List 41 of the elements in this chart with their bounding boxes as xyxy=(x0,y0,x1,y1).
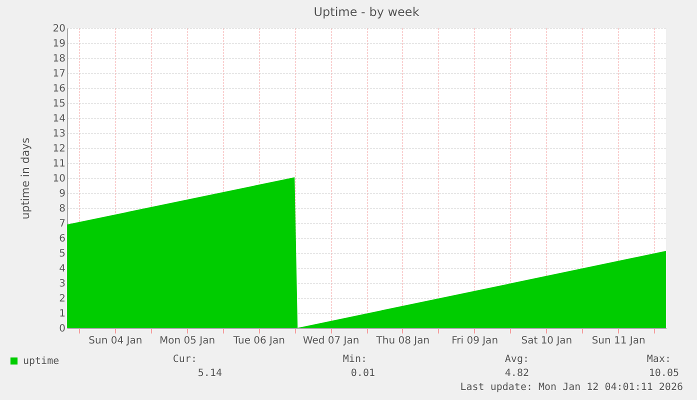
y-tick-label: 18 xyxy=(52,54,66,64)
y-tick-label: 20 xyxy=(52,24,66,34)
y-tick-label: 16 xyxy=(52,84,66,94)
text: 5.14 xyxy=(198,368,222,379)
y-tick-label: 12 xyxy=(52,144,66,154)
y-tick-label: 5 xyxy=(59,248,66,260)
y-tick-label: 1 xyxy=(59,308,66,320)
y-tick-label: 2 xyxy=(59,294,66,304)
y-axis-title: uptime in days xyxy=(18,137,32,220)
y-tick-label: 8 xyxy=(59,204,66,214)
y-tick-label: 11 xyxy=(52,158,66,170)
x-tick-label: Fri 09 Jan xyxy=(452,336,498,346)
x-tick-label: Wed 07 Jan xyxy=(302,336,360,346)
y-tick-label: 6 xyxy=(59,234,66,244)
y-tick-label: 10 xyxy=(52,174,66,184)
y-tick-label: 17 xyxy=(52,68,66,80)
text: Max: xyxy=(646,354,671,365)
x-tick-label: Sun 11 Jan xyxy=(592,336,646,346)
x-tick-label: Tue 06 Jan xyxy=(232,336,285,346)
text: Cur: xyxy=(172,354,197,365)
y-tick-label: 14 xyxy=(52,114,66,124)
x-tick-label: Sat 10 Jan xyxy=(521,336,572,346)
x-tick-label: Sun 04 Jan xyxy=(88,336,142,346)
text: Last update: Mon Jan 12 04:01:11 2026 xyxy=(460,382,683,393)
y-tick-label: 13 xyxy=(52,128,66,140)
text: 10.05 xyxy=(648,368,679,379)
chart-title: Uptime - by week xyxy=(314,5,420,19)
text: 0.01 xyxy=(350,368,375,379)
y-tick-label: 19 xyxy=(52,38,66,50)
legend-label: uptime xyxy=(23,356,60,367)
y-tick-label: 3 xyxy=(59,278,66,290)
x-tick-label: Thu 08 Jan xyxy=(375,336,430,346)
y-tick-label: 0 xyxy=(59,324,66,334)
text: Min: xyxy=(342,354,367,365)
y-tick-label: 9 xyxy=(59,188,66,200)
text: Avg: xyxy=(504,354,529,365)
text: 4.82 xyxy=(504,368,529,379)
y-tick-label: 15 xyxy=(52,98,66,110)
y-tick-label: 7 xyxy=(59,218,66,230)
y-tick-label: 4 xyxy=(59,264,66,274)
x-tick-label: Mon 05 Jan xyxy=(160,336,216,346)
